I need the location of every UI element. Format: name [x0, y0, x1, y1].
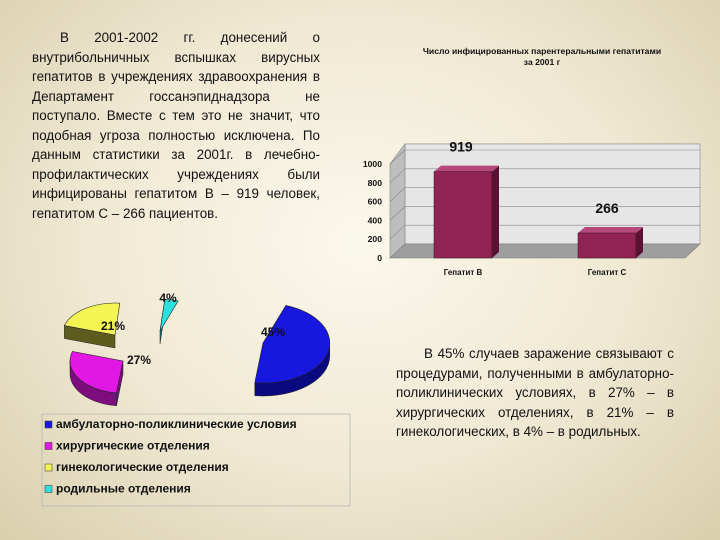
y-tick-label: 600: [368, 197, 383, 207]
pie-slice-label: 27%: [127, 353, 151, 367]
y-tick-label: 200: [368, 234, 383, 244]
pie-slice: [63, 302, 121, 336]
bar-side: [636, 226, 643, 258]
right-paragraph: В 45% случаев заражение связывают с проц…: [396, 344, 674, 442]
pie-slice-label: 45%: [261, 325, 285, 339]
y-tick-label: 0: [377, 253, 382, 263]
gridline-side: [389, 168, 406, 184]
bar-top: [578, 226, 643, 233]
pie-slice: [159, 298, 179, 332]
right-paragraph-text: В 45% случаев заражение связывают с проц…: [396, 346, 674, 439]
pie-slice: [69, 351, 124, 394]
legend-label: родильные отделения: [56, 482, 191, 496]
gridline-side: [389, 243, 406, 259]
bar-top: [434, 165, 499, 172]
legend-frame: [41, 413, 351, 507]
legend-swatch: [44, 463, 53, 472]
legend-label: амбулаторно-поликлинические условия: [56, 417, 297, 431]
bar-value-label: 919: [449, 139, 473, 155]
y-tick-label: 800: [368, 178, 383, 188]
gridline-side: [389, 149, 406, 165]
bar-value-label: 266: [595, 200, 619, 216]
y-tick-label: 1000: [363, 159, 382, 169]
bar-chart-title: Число инфицированных парентеральными геп…: [423, 46, 661, 56]
legend-swatch: [44, 420, 53, 429]
gridline-side: [389, 187, 406, 202]
bar: [433, 171, 493, 259]
pie-slice: [254, 305, 331, 384]
left-paragraph: В 2001-2002 гг. донесений о внутрибольни…: [32, 28, 320, 223]
bar-side: [492, 165, 499, 258]
legend-label: гинекологические отделения: [56, 460, 229, 474]
bar: [577, 232, 637, 259]
gridline-side: [389, 224, 406, 240]
pie-slice-label: 21%: [101, 319, 125, 333]
x-tick-label: Гепатит С: [588, 268, 627, 277]
pie-slice-label: 4%: [159, 291, 177, 305]
legend-label: хирургические отделения: [56, 439, 210, 453]
y-tick-label: 400: [368, 215, 383, 225]
legend-swatch: [44, 442, 53, 450]
bar-chart-title-line2: за 2001 г: [524, 57, 561, 67]
gridline-side: [389, 206, 406, 221]
left-paragraph-text: В 2001-2002 гг. донесений о внутрибольни…: [32, 30, 320, 221]
legend-swatch: [44, 485, 53, 493]
x-tick-label: Гепатит В: [444, 268, 483, 277]
